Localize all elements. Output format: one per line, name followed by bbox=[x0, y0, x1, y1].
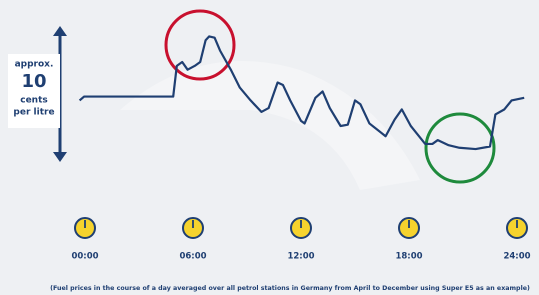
clock-tick bbox=[75, 218, 95, 238]
chart: approx. 10 cents per litre (Fuel prices … bbox=[0, 0, 539, 295]
x-tick-label: 00:00 bbox=[71, 252, 98, 262]
x-tick-label: 18:00 bbox=[395, 252, 422, 262]
annotation: cents bbox=[20, 96, 48, 106]
clock-tick bbox=[183, 218, 203, 238]
clock-tick bbox=[291, 218, 311, 238]
footnote: (Fuel prices in the course of a day aver… bbox=[50, 285, 530, 292]
clock-tick bbox=[399, 218, 419, 238]
clock-tick bbox=[507, 218, 527, 238]
x-tick-label: 06:00 bbox=[179, 252, 206, 262]
annotation: per litre bbox=[13, 108, 54, 118]
annotation: 10 bbox=[21, 71, 46, 92]
x-tick-label: 24:00 bbox=[503, 252, 530, 262]
x-tick-label: 12:00 bbox=[287, 252, 314, 262]
annotation: approx. bbox=[15, 60, 54, 70]
